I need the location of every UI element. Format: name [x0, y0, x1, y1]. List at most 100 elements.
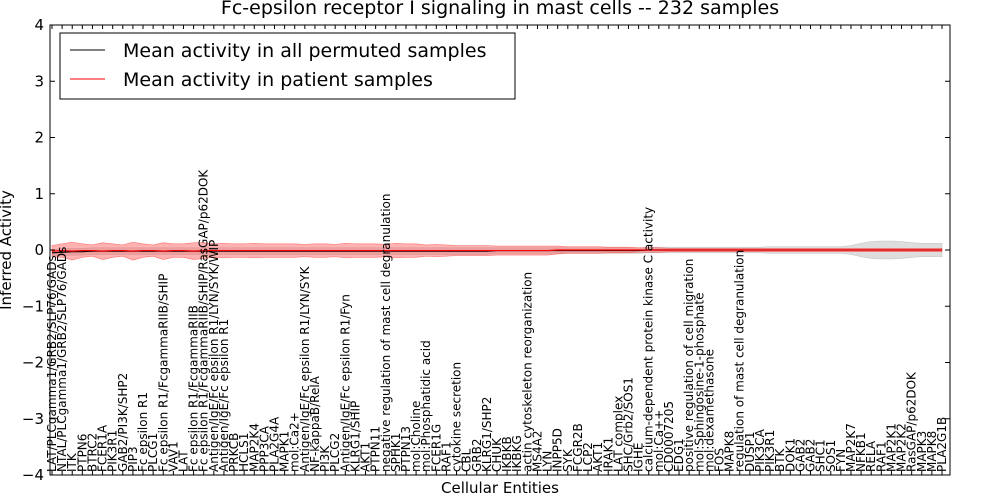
x-tick-label: GAB2 — [804, 439, 818, 472]
x-tick-label: Fc epsilon R1/FcgammaRIIB — [187, 305, 201, 472]
x-tick-label: SYK — [561, 448, 575, 472]
x-tick-label: NF-kappaB/RelA — [308, 375, 322, 472]
x-tick-label: KLRG1/SHP2 — [480, 397, 494, 472]
x-tick-label: GAB2/PI3K/SHP2 — [116, 373, 130, 472]
x-tick-label: MAP2K2 — [895, 423, 909, 472]
line-patient — [51, 249, 942, 252]
x-tick-label: PTPN13 — [399, 426, 413, 472]
x-tick-label: FCER1G — [429, 424, 443, 472]
x-tick-label: SHC/Grb2/SOS1 — [621, 377, 635, 472]
x-tick-label: PLA2G1B — [935, 417, 949, 472]
x-tick-label: KLRG1/SHIP — [348, 401, 362, 472]
legend-label-permuted: Mean activity in all permuted samples — [123, 40, 486, 62]
x-tick-label: negative regulation of mast cell degranu… — [379, 193, 393, 472]
y-tick-label: −1 — [22, 297, 44, 315]
x-tick-label: MAPK8 — [723, 431, 737, 472]
x-tick-label: mol:Ca2+ — [288, 412, 302, 472]
x-tick-label: CD0007205 — [662, 401, 676, 472]
x-tick-label: PIK3R1 — [106, 430, 120, 472]
x-tick-label: LAT/PLCgamma1/GRB2/SLP76/GADs — [45, 255, 59, 472]
x-tick-label: RAF1 — [439, 441, 453, 472]
x-tick-label: BTRC2 — [85, 433, 99, 472]
x-tick-label: FYN — [834, 449, 848, 472]
x-tick-label: MAP2K4 — [247, 423, 261, 472]
x-tick-label: MAPK1 — [278, 431, 292, 472]
x-tick-label: CBL — [460, 448, 474, 472]
x-tick-label: PLA2G4A — [268, 416, 282, 472]
x-tick-label: IKBKB — [500, 436, 514, 472]
y-axis-title: Inferred Activity — [0, 190, 15, 310]
x-tick-label: FCGR2B — [571, 423, 585, 472]
x-tick-label: RELA — [864, 440, 878, 472]
x-tick-label: LYN — [541, 451, 555, 472]
x-tick-label: PLCG2 — [328, 433, 342, 472]
x-tick-label: mol:Phosphatidic acid — [419, 340, 433, 472]
x-tick-label: PLCG1 — [146, 433, 160, 472]
legend-box — [59, 32, 516, 100]
x-tick-label: LAT complex — [611, 396, 625, 472]
x-tick-label: HCLS1 — [237, 433, 251, 472]
x-axis: LAT/PLCgamma1/GRB2/SLP76/GADsNTAL/PLCgam… — [45, 25, 949, 475]
x-axis-title: Cellular Entities — [441, 479, 559, 497]
x-tick-label: LCP2 — [581, 442, 595, 472]
x-tick-label: mol:Ca++ — [652, 410, 666, 472]
x-tick-label: AKT1 — [359, 442, 373, 472]
x-tick-label: RAF1 — [874, 441, 888, 472]
x-tick-label: PI3K — [318, 445, 332, 472]
legend-label-patient: Mean activity in patient samples — [123, 69, 433, 91]
x-tick-label: AKT1 — [591, 442, 605, 472]
x-tick-label: Antigen/IgE/Fc epsilon R1/LYN/SYK — [298, 265, 312, 472]
x-tick-label: NTAL/PLCgamma1/GRB2/SLP76/GADs — [55, 247, 69, 472]
x-tick-label: GAB2 — [793, 439, 807, 472]
y-axis: −4 −3 −2 −1 0 1 2 3 4 — [22, 16, 950, 484]
x-tick-label: MAPK8 — [925, 431, 939, 472]
y-tick-label: 3 — [34, 72, 44, 90]
x-tick-label: PIK3R1 — [763, 430, 777, 472]
y-tick-label: 2 — [34, 129, 44, 147]
x-tick-label: PPP3CA — [257, 425, 271, 472]
x-tick-label: PRKCB — [227, 433, 241, 472]
x-tick-label: NFKB1 — [854, 432, 868, 472]
x-tick-label: Fc epsilon R1/FcgammaRIIB/SHIP/RasGAP/p6… — [197, 169, 211, 472]
x-tick-label: FOS — [713, 448, 727, 472]
x-tick-label: IGHE — [632, 443, 646, 472]
x-tick-label: mol:Choline — [409, 401, 423, 472]
x-tick-label: PIK3CA — [753, 428, 767, 472]
x-tick-label: INPP5D — [551, 428, 565, 472]
y-tick-label: 4 — [34, 16, 44, 34]
y-tick-label: −2 — [22, 354, 44, 372]
chart-title: Fc-epsilon receptor I signaling in mast … — [221, 0, 779, 19]
x-tick-label: Fc epsilon R1 — [136, 392, 150, 472]
x-tick-label: IRAK1 — [601, 437, 615, 472]
x-tick-label: VAV1 — [166, 441, 180, 472]
x-tick-label: Fc epsilon R1/FcgammaRIIB/SHIP — [156, 274, 170, 472]
legend: Mean activity in all permuted samples Me… — [59, 32, 516, 100]
x-tick-label: BTK — [773, 447, 787, 472]
x-tick-label: FCER1A — [96, 424, 110, 472]
x-tick-label: DOK1 — [783, 438, 797, 472]
x-tick-label: PTPN6 — [75, 434, 89, 472]
x-tick-label: SHC1 — [814, 439, 828, 472]
x-tick-label: SOS1 — [824, 440, 838, 472]
x-tick-label: mol:Sphingosine-1-phosphate — [692, 293, 706, 473]
x-tick-label: mol:dexamethasone — [702, 349, 716, 472]
x-tick-label: calcium-dependent protein kinase C activ… — [642, 207, 656, 472]
x-tick-label: MAP2K1 — [884, 423, 898, 472]
x-tick-label: LAT — [176, 450, 190, 472]
y-tick-label: 1 — [34, 185, 44, 203]
series-lines — [51, 249, 942, 254]
x-tick-label: MS4A2 — [530, 431, 544, 472]
x-tick-label: regulation of mast cell degranulation — [733, 250, 747, 472]
x-tick-label: PTPN11 — [369, 426, 383, 472]
x-tick-label: DUSP1 — [743, 431, 757, 472]
x-tick-label: positive regulation of cell migration — [682, 259, 696, 472]
y-tick-label: −3 — [22, 410, 44, 428]
x-tick-label: MAPK3 — [915, 431, 929, 472]
x-tick-label: MAP2K7 — [844, 423, 858, 472]
x-tick-label: ITK — [65, 452, 79, 472]
y-tick-label: −4 — [22, 466, 44, 484]
x-tick-label: Antigen/IgE/Fc epsilon R1/LYN/SYK/WIP — [207, 240, 221, 472]
x-tick-label: PIP3 — [126, 446, 140, 472]
y-tick-label: 0 — [34, 241, 44, 259]
